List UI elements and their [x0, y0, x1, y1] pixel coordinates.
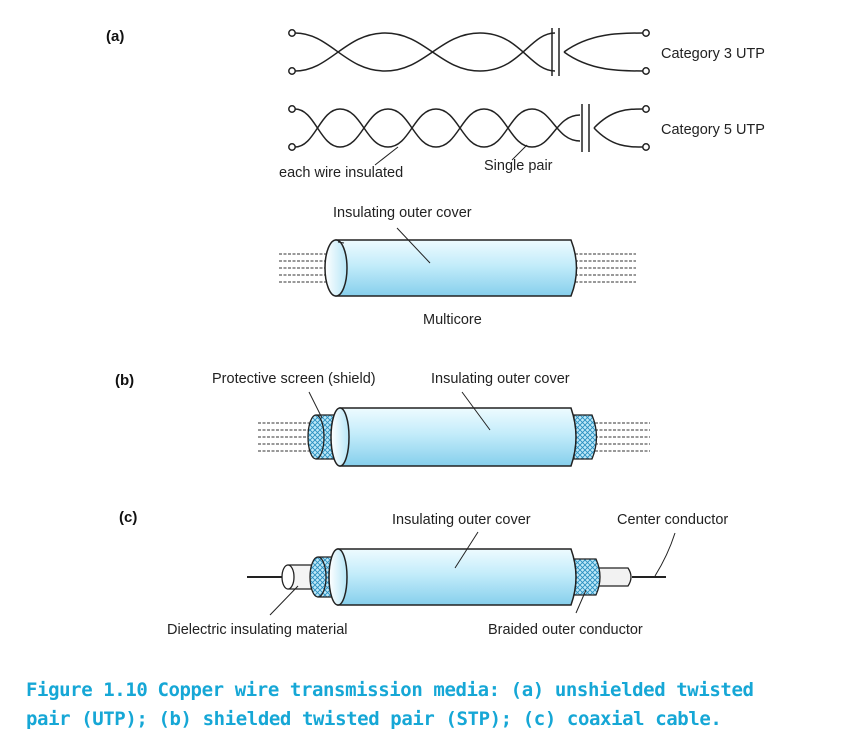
cat3-label: Category 3 UTP	[661, 46, 765, 62]
coax-cable	[247, 531, 676, 616]
cat3-terminal	[288, 67, 296, 75]
cat3-wire	[294, 32, 556, 72]
center-conductor-label: Center conductor	[617, 512, 728, 528]
multicore-cable	[279, 227, 636, 297]
multicore-left-strands	[279, 253, 338, 283]
cat5-terminal	[288, 105, 296, 113]
cat5-wire	[593, 108, 644, 129]
cat5-wire	[294, 108, 581, 148]
each-wire-label: each wire insulated	[279, 165, 403, 181]
multicore-outer-cover	[335, 239, 578, 297]
caption-line-1: Figure 1.10 Copper wire transmission medi…	[26, 676, 841, 705]
coax-outer-cover	[337, 548, 577, 606]
multicore-right-strands	[575, 253, 636, 283]
cat3-wire	[563, 51, 644, 72]
multicore-end-face	[324, 239, 348, 297]
cat3-wire	[294, 32, 556, 72]
dielectric-leader	[269, 585, 299, 616]
single-pair-leader	[511, 144, 528, 161]
stp-shield-end	[307, 414, 325, 460]
multicore-cover-label: Insulating outer cover	[333, 205, 472, 221]
caption-text-1: Copper wire transmission media: (a) unsh…	[157, 679, 754, 701]
coax-cover-label: Insulating outer cover	[392, 512, 531, 528]
caption-number: Figure 1.10	[26, 679, 148, 701]
cat3-terminal	[642, 29, 650, 37]
multicore-edge	[337, 241, 345, 244]
cat5-wire	[593, 127, 644, 148]
stp-outer-cover	[339, 407, 577, 467]
shield-label: Protective screen (shield)	[212, 371, 376, 387]
cat5-label: Category 5 UTP	[661, 122, 765, 138]
figure-caption: Figure 1.10 Copper wire transmission medi…	[26, 676, 841, 734]
stp-cable	[258, 391, 650, 467]
coax-braid-end	[309, 556, 327, 598]
braided-label: Braided outer conductor	[488, 622, 643, 638]
cat3-terminal	[288, 29, 296, 37]
cat5-twisted-pair	[288, 104, 650, 166]
cat5-wire	[294, 108, 581, 148]
cat3-twisted-pair	[288, 28, 650, 76]
caption-text-2: pair (UTP); (b) shielded twisted pair (S…	[26, 708, 722, 730]
cat5-terminal	[288, 143, 296, 151]
cat5-terminal	[642, 105, 650, 113]
stp-cover-leader	[461, 391, 491, 431]
cat3-wire	[563, 32, 644, 53]
center-leader	[654, 532, 676, 577]
coax-braid-right	[573, 558, 601, 596]
coax-dielectric-right	[597, 567, 632, 587]
dielectric-label: Dielectric insulating material	[167, 622, 348, 638]
stp-cover-label: Insulating outer cover	[431, 371, 570, 387]
panel-b-tag: (b)	[115, 372, 134, 389]
multicore-leader	[396, 227, 431, 264]
multicore-label: Multicore	[423, 312, 482, 328]
cat3-terminal	[642, 67, 650, 75]
single-pair-label: Single pair	[484, 158, 553, 174]
panel-c-tag: (c)	[119, 509, 137, 526]
shield-leader	[308, 391, 323, 419]
stp-end-face	[330, 407, 350, 467]
each-wire-leader	[374, 146, 399, 166]
stp-shield-right	[573, 414, 598, 460]
stp-right-strands	[595, 422, 650, 452]
coax-cover-leader	[454, 531, 479, 569]
coax-dielectric-end	[281, 564, 295, 590]
cat5-terminal	[642, 143, 650, 151]
coax-end-face	[328, 548, 348, 606]
braided-leader	[575, 589, 587, 614]
panel-a-tag: (a)	[106, 28, 124, 45]
